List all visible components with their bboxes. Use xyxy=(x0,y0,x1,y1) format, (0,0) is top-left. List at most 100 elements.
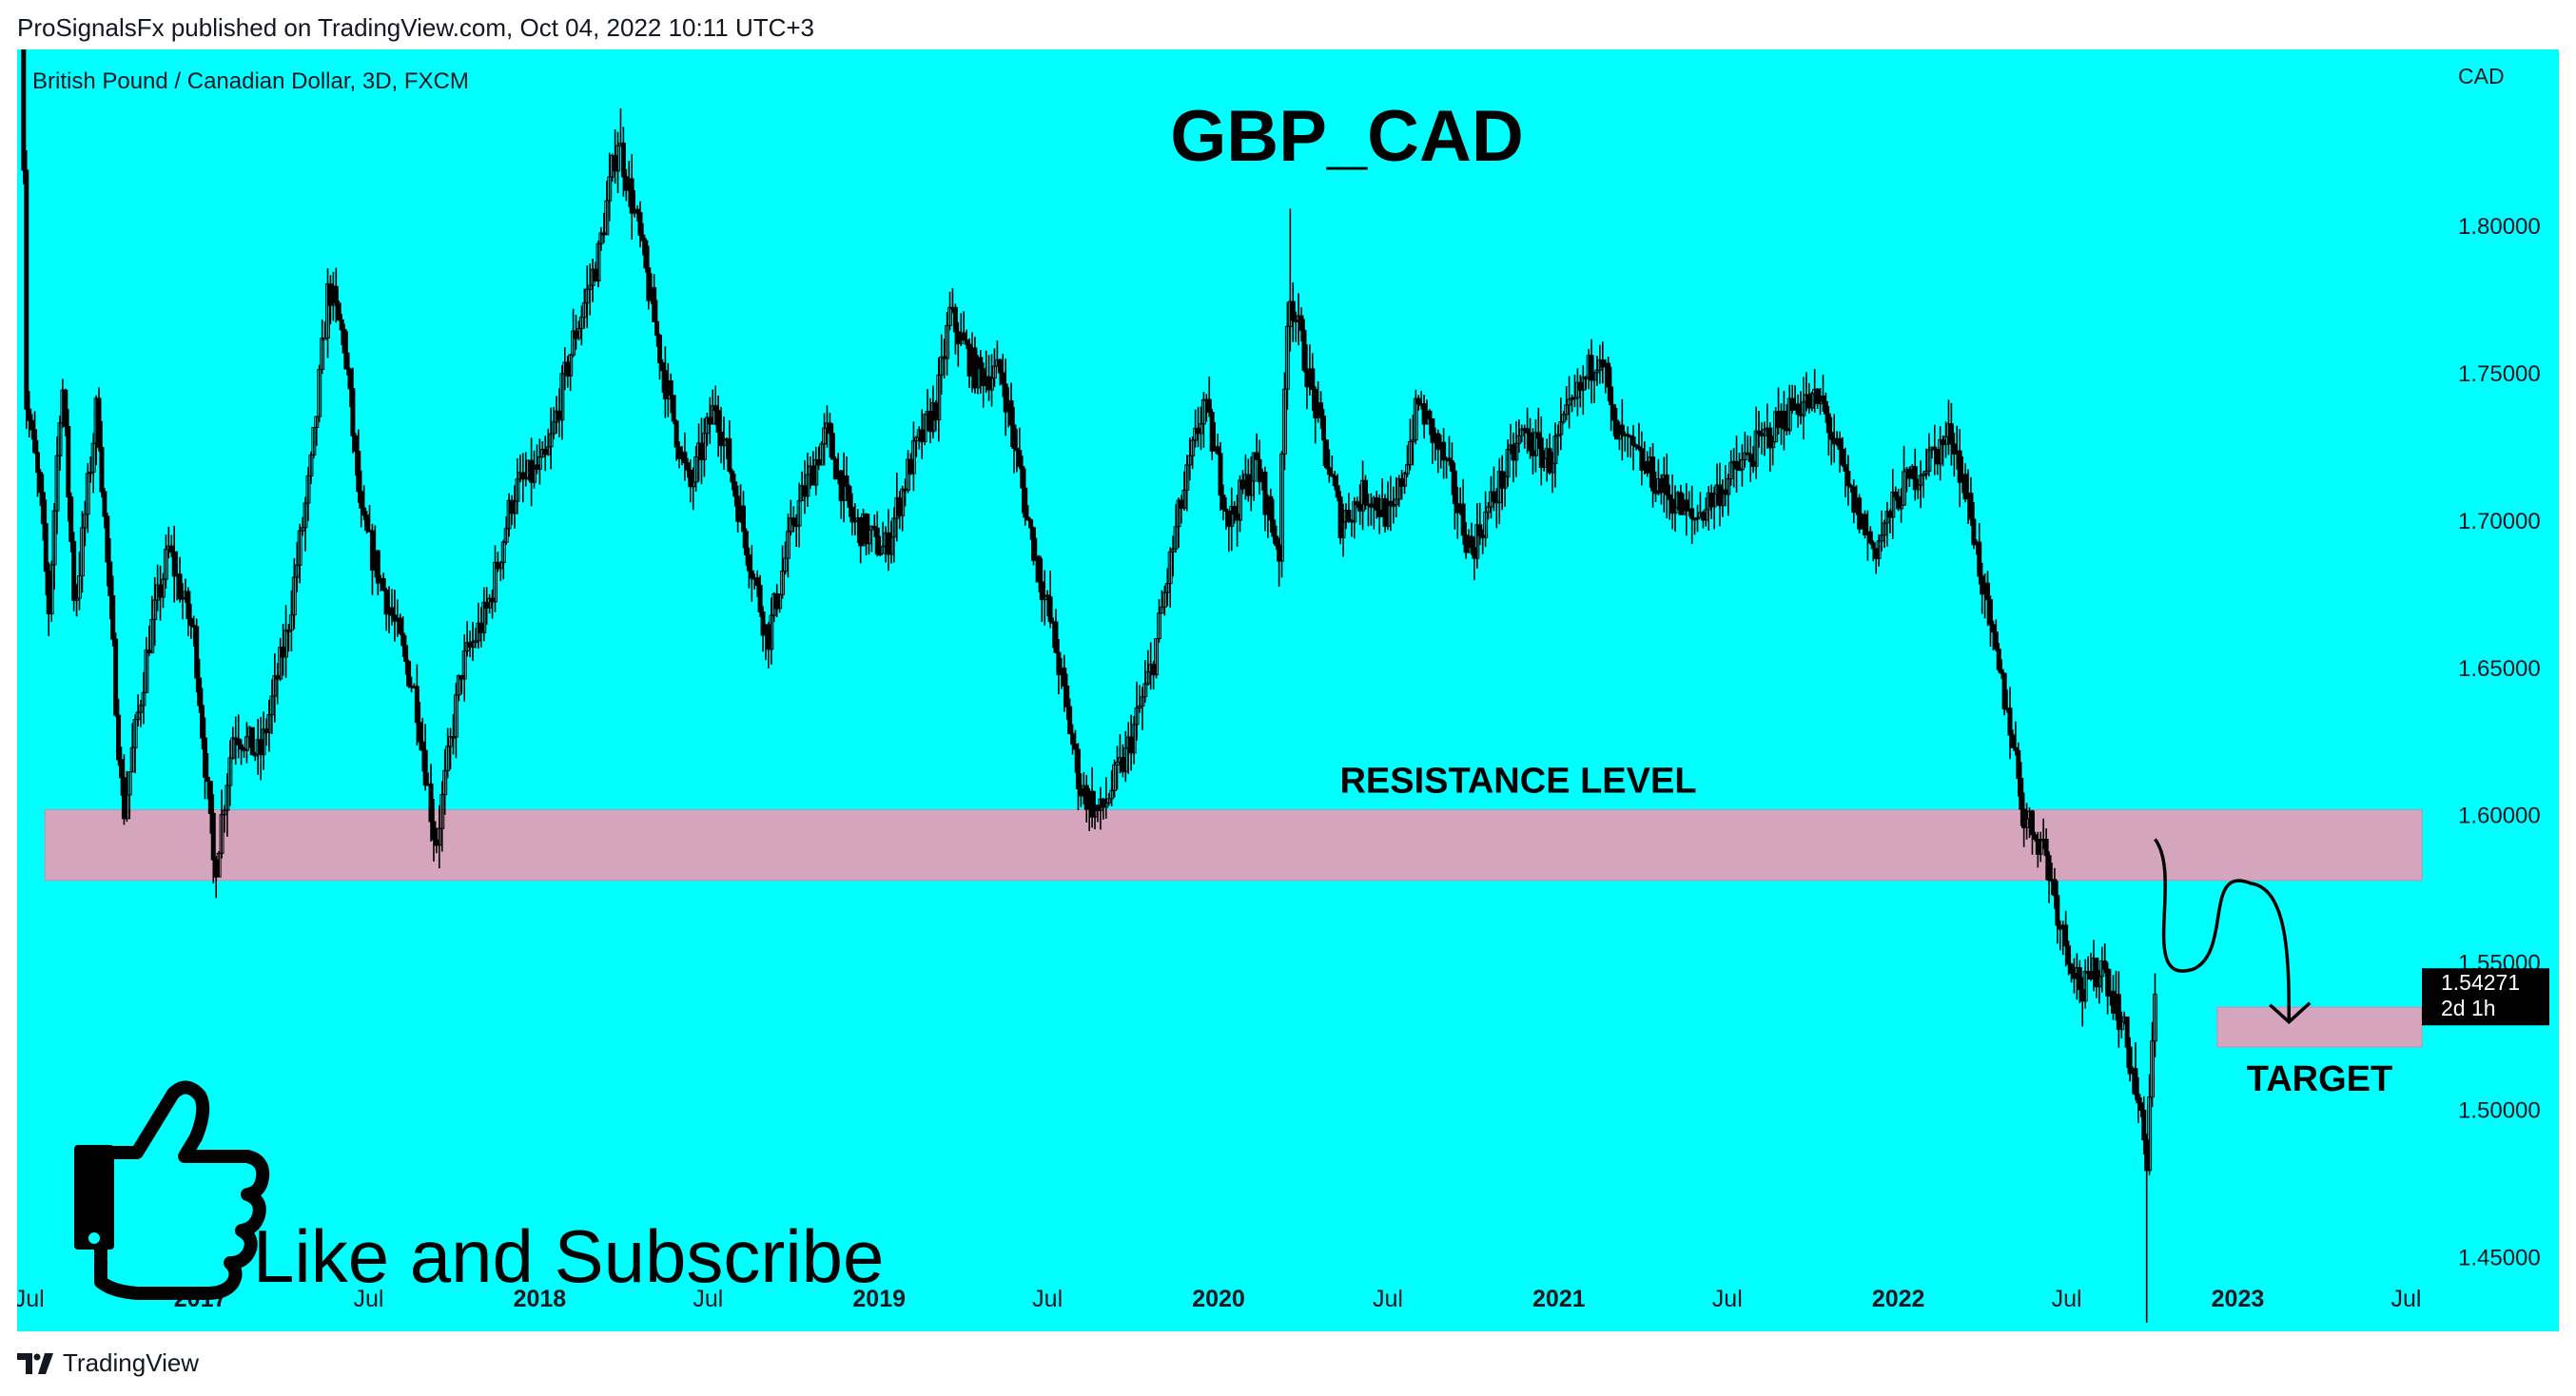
candle-body xyxy=(495,561,500,570)
candle-body xyxy=(431,821,437,841)
candle-body xyxy=(57,422,63,456)
candle-body xyxy=(85,473,90,515)
candle-body xyxy=(1254,452,1259,460)
candle-body xyxy=(805,474,810,497)
candle-body xyxy=(849,506,855,523)
candle-body xyxy=(414,686,420,724)
candle-body xyxy=(258,739,263,756)
candle-body xyxy=(283,630,289,658)
candle-body xyxy=(715,409,721,433)
candle-body xyxy=(1357,504,1363,512)
target-label: TARGET xyxy=(2247,1059,2392,1099)
candle-body xyxy=(1137,705,1142,708)
candle-body xyxy=(1017,450,1023,468)
candle-body xyxy=(102,491,107,517)
candle-body xyxy=(712,405,718,411)
candle-body xyxy=(961,332,966,341)
candle-body xyxy=(584,288,590,304)
candle-body xyxy=(607,176,613,202)
candle-body xyxy=(1346,510,1352,521)
chart-area[interactable]: British Pound / Canadian Dollar, 3D, FXC… xyxy=(17,49,2559,1331)
candle-body xyxy=(336,302,342,320)
candle-body xyxy=(1310,368,1316,390)
candle-body xyxy=(1505,448,1511,477)
candle-body xyxy=(54,455,60,512)
candle-body xyxy=(1396,478,1402,500)
candle-body xyxy=(1128,736,1134,754)
candle-body xyxy=(1112,764,1118,791)
candle-body xyxy=(347,368,353,390)
y-tick-label: 1.50000 xyxy=(2458,1098,2541,1124)
candle-body xyxy=(688,469,693,488)
x-tick-label: 2021 xyxy=(1532,1286,1586,1312)
candle-body xyxy=(986,376,992,391)
candle-body xyxy=(1277,544,1282,562)
candle-body xyxy=(682,452,688,464)
candle-body xyxy=(1193,427,1199,441)
candle-body xyxy=(529,459,535,483)
candle-body xyxy=(1513,442,1519,461)
candle-body xyxy=(500,541,506,564)
candle-body xyxy=(1831,438,1837,445)
candle-body xyxy=(222,809,227,816)
candle-body xyxy=(1678,492,1684,515)
candle-body xyxy=(1747,454,1753,462)
candle-body xyxy=(188,618,194,627)
candle-body xyxy=(2124,1016,2130,1048)
candle-body xyxy=(492,561,498,603)
candle-body xyxy=(1421,403,1427,425)
candle-body xyxy=(2152,994,2157,1042)
candle-body xyxy=(1173,526,1179,550)
projection-curve xyxy=(2154,838,2291,1022)
candle-body xyxy=(2082,971,2088,1002)
candle-body xyxy=(141,691,146,707)
candle-body xyxy=(1274,535,1279,546)
candle-body xyxy=(320,338,325,370)
candle-body xyxy=(1184,464,1190,491)
candle-body xyxy=(1996,649,2001,670)
candle-body xyxy=(1491,491,1496,502)
candle-body xyxy=(858,517,864,547)
candle-body xyxy=(1756,430,1762,435)
published-header: ProSignalsFx published on TradingView.co… xyxy=(17,13,815,42)
candle-body xyxy=(1993,631,1999,650)
candle-body xyxy=(1145,671,1151,685)
candle-body xyxy=(1684,499,1689,512)
resistance-zone[interactable] xyxy=(44,809,2423,882)
chart-title: GBP_CAD xyxy=(1170,96,1524,177)
candle-body xyxy=(1220,494,1226,510)
candle-body xyxy=(51,510,57,566)
candle-body xyxy=(1689,508,1695,519)
candle-body xyxy=(1388,500,1394,507)
candle-body xyxy=(2019,778,2024,810)
candle-body xyxy=(1053,621,1059,653)
candle-body xyxy=(699,442,705,460)
candle-body xyxy=(261,728,266,756)
candle-body xyxy=(1851,486,1857,514)
last-price-tag: 1.54271 2d 1h xyxy=(2422,968,2549,1026)
candle-body xyxy=(2116,994,2121,1031)
candlestick-chart[interactable]: British Pound / Canadian Dollar, 3D, FXC… xyxy=(17,49,2559,1331)
candle-body xyxy=(1368,503,1374,508)
target-zone[interactable] xyxy=(2216,1006,2423,1048)
candle-body xyxy=(470,641,476,649)
candle-body xyxy=(634,208,640,213)
candle-body xyxy=(947,306,953,326)
candle-body xyxy=(727,437,732,472)
candle-body xyxy=(43,523,49,572)
candle-body xyxy=(509,499,515,514)
candle-body xyxy=(2001,672,2007,710)
candle-body xyxy=(685,462,691,471)
candle-body xyxy=(383,589,389,615)
thumbs-up-icon xyxy=(74,1080,270,1300)
candle-body xyxy=(1072,744,1078,750)
candle-body xyxy=(2110,990,2116,1014)
candle-body xyxy=(311,427,317,456)
candle-body xyxy=(1630,436,1636,446)
candle-body xyxy=(532,464,537,483)
candle-body xyxy=(2007,708,2013,736)
candle-body xyxy=(2038,839,2043,855)
candle-body xyxy=(242,748,247,751)
candle-body xyxy=(506,499,512,530)
tradingview-footer[interactable]: TradingView xyxy=(17,1348,199,1378)
